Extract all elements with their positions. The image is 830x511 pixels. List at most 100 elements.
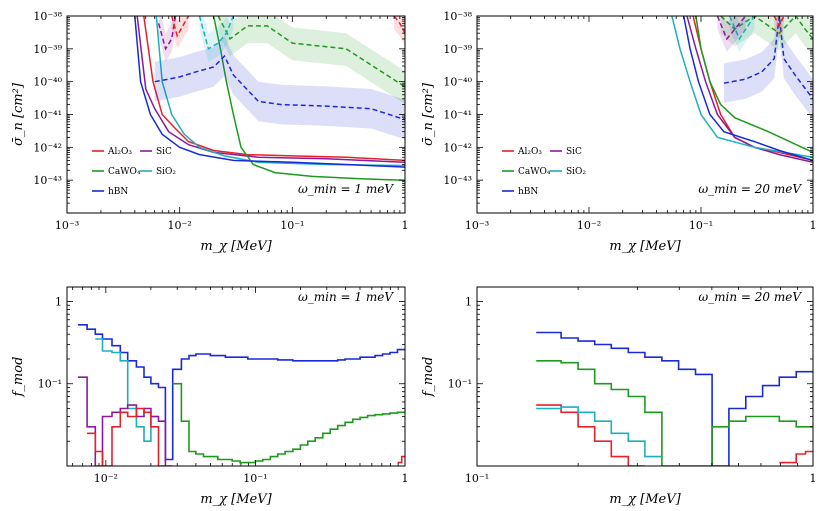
plot-frame bbox=[476, 286, 814, 467]
series-dashed-10 bbox=[393, 16, 405, 34]
series-step-0 bbox=[536, 331, 813, 466]
y-tick-label: 10⁻³⁸ bbox=[443, 10, 472, 23]
plot-area bbox=[671, 16, 813, 164]
series-dashed-5 bbox=[154, 54, 405, 121]
omega-annotation: ω_min = 20 meV bbox=[698, 290, 802, 304]
legend-label: SiO₂ bbox=[156, 167, 176, 177]
y-axis-label: σ̄_n [cm²] bbox=[421, 82, 436, 146]
y-tick-label: 10⁻³⁹ bbox=[443, 43, 472, 56]
x-tick-label: 1 bbox=[402, 219, 409, 232]
y-tick-label: 10⁻⁴³ bbox=[443, 174, 472, 187]
series-line-1 bbox=[686, 16, 813, 164]
series-band-5 bbox=[723, 16, 813, 119]
chart-panel-3: 10⁻² 10⁻¹ 1 10⁻¹ 1 m_χ [MeV] f_mod ω_min = 1 me… bbox=[11, 286, 409, 507]
x-tick-label: 1 bbox=[810, 219, 817, 232]
legend-label: CaWO₄ bbox=[108, 167, 141, 177]
legend-label: SiC bbox=[566, 147, 582, 157]
series-band-6 bbox=[720, 16, 813, 57]
series-step-2 bbox=[77, 376, 173, 466]
legend-label: SiO₂ bbox=[566, 167, 586, 177]
x-axis-label: m_χ [MeV] bbox=[200, 492, 272, 507]
legend-label: Al₂O₃ bbox=[107, 147, 132, 157]
series-band-5 bbox=[154, 36, 405, 140]
omega-annotation: ω_min = 1 meV bbox=[298, 182, 394, 196]
series-step-0 bbox=[77, 324, 405, 461]
legend-label: CaWO₄ bbox=[518, 167, 551, 177]
y-tick-label: 10⁻⁴¹ bbox=[33, 109, 62, 122]
series-dashed-7 bbox=[728, 16, 756, 41]
series-line-3 bbox=[155, 16, 405, 167]
series-line-1 bbox=[136, 16, 405, 164]
series-step-3 bbox=[779, 450, 813, 464]
y-tick-label: 10⁻⁴² bbox=[33, 141, 62, 154]
series-step-2 bbox=[536, 404, 645, 466]
y-axis-label: f_mod bbox=[11, 357, 26, 398]
series-dashed-6 bbox=[720, 16, 813, 40]
x-tick-label: 10⁻¹ bbox=[465, 472, 489, 485]
series-line-4 bbox=[682, 16, 813, 162]
series-band-6 bbox=[218, 16, 405, 104]
y-tick-label: 10⁻⁴⁰ bbox=[443, 76, 472, 89]
series-band-8 bbox=[199, 16, 234, 62]
x-axis-label: m_χ [MeV] bbox=[609, 492, 681, 507]
series-dashed-5 bbox=[723, 16, 813, 100]
y-tick-label: 10⁻⁴⁰ bbox=[33, 76, 62, 89]
y-tick-label: 10⁻¹ bbox=[38, 378, 62, 391]
x-tick-label: 1 bbox=[402, 472, 409, 485]
y-tick-label: 10⁻⁴³ bbox=[33, 174, 62, 187]
chart-panel-4: 10⁻¹ 1 10⁻¹ 1 m_χ [MeV] f_mod ω_min = 20 meV bbox=[421, 286, 817, 507]
series-dashed-7 bbox=[157, 16, 177, 51]
y-tick-label: 1 bbox=[55, 295, 62, 308]
series-step-1 bbox=[536, 360, 813, 466]
legend: Al₂O₃ SiC CaWO₄ SiO₂ hBN bbox=[92, 147, 176, 197]
x-tick-label: 10⁻¹ bbox=[689, 219, 713, 232]
series-step-3 bbox=[87, 407, 166, 466]
x-tick-label: 10⁻³ bbox=[465, 219, 489, 232]
series-line-4 bbox=[134, 16, 405, 168]
x-tick-label: 1 bbox=[810, 472, 817, 485]
plot-frame bbox=[66, 286, 406, 467]
series-dashed-6 bbox=[217, 16, 405, 88]
legend-label: SiC bbox=[156, 147, 172, 157]
series-line-2 bbox=[212, 16, 405, 181]
x-tick-label: 10⁻³ bbox=[55, 219, 79, 232]
legend-label: hBN bbox=[518, 187, 538, 197]
plot-area bbox=[134, 16, 405, 181]
x-axis-label: m_χ [MeV] bbox=[609, 239, 681, 254]
y-axis-label: σ̄_n [cm²] bbox=[11, 82, 26, 146]
series-line-0 bbox=[143, 16, 405, 162]
series-band-9 bbox=[774, 16, 784, 39]
series-step-4 bbox=[397, 455, 405, 464]
y-axis-label: f_mod bbox=[421, 357, 436, 398]
legend-label: hBN bbox=[108, 187, 128, 197]
omega-annotation: ω_min = 1 meV bbox=[298, 290, 394, 304]
chart-panel-2: 10⁻³ 10⁻² 10⁻¹ 1 10⁻⁴³ 10⁻⁴² 10⁻⁴¹ 10⁻⁴⁰ 10⁻³⁹ 10… bbox=[421, 10, 817, 254]
series-line-2 bbox=[695, 16, 813, 154]
y-tick-label: 10⁻³⁸ bbox=[33, 10, 62, 23]
x-tick-label: 10⁻¹ bbox=[280, 219, 304, 232]
x-tick-label: 10⁻¹ bbox=[243, 472, 267, 485]
plot-area bbox=[77, 324, 405, 466]
omega-annotation: ω_min = 20 meV bbox=[698, 182, 802, 196]
series-step-5 bbox=[172, 382, 405, 464]
plot-area bbox=[536, 331, 813, 466]
series-dashed-9 bbox=[170, 16, 190, 38]
series-dashed-8 bbox=[198, 16, 235, 50]
y-tick-label: 10⁻⁴¹ bbox=[443, 109, 472, 122]
y-tick-label: 1 bbox=[465, 295, 472, 308]
x-tick-label: 10⁻² bbox=[168, 219, 192, 232]
legend: Al₂O₃ SiC CaWO₄ SiO₂ hBN bbox=[502, 147, 586, 197]
x-axis-label: m_χ [MeV] bbox=[200, 239, 272, 254]
series-step-4 bbox=[536, 406, 662, 458]
series-step-1 bbox=[95, 338, 159, 442]
chart-panel-1: 10⁻³ 10⁻² 10⁻¹ 1 10⁻⁴³ 10⁻⁴² 10⁻⁴¹ 10⁻⁴⁰ 10⁻³⁹ 10… bbox=[11, 10, 409, 254]
series-band-7 bbox=[158, 16, 176, 62]
x-tick-label: 10⁻² bbox=[94, 472, 118, 485]
series-dashed-8 bbox=[716, 16, 747, 41]
x-tick-label: 10⁻² bbox=[577, 219, 601, 232]
y-tick-label: 10⁻¹ bbox=[448, 378, 472, 391]
series-dashed-9 bbox=[773, 16, 785, 28]
y-tick-label: 10⁻³⁹ bbox=[33, 43, 62, 56]
series-line-3 bbox=[671, 16, 813, 158]
